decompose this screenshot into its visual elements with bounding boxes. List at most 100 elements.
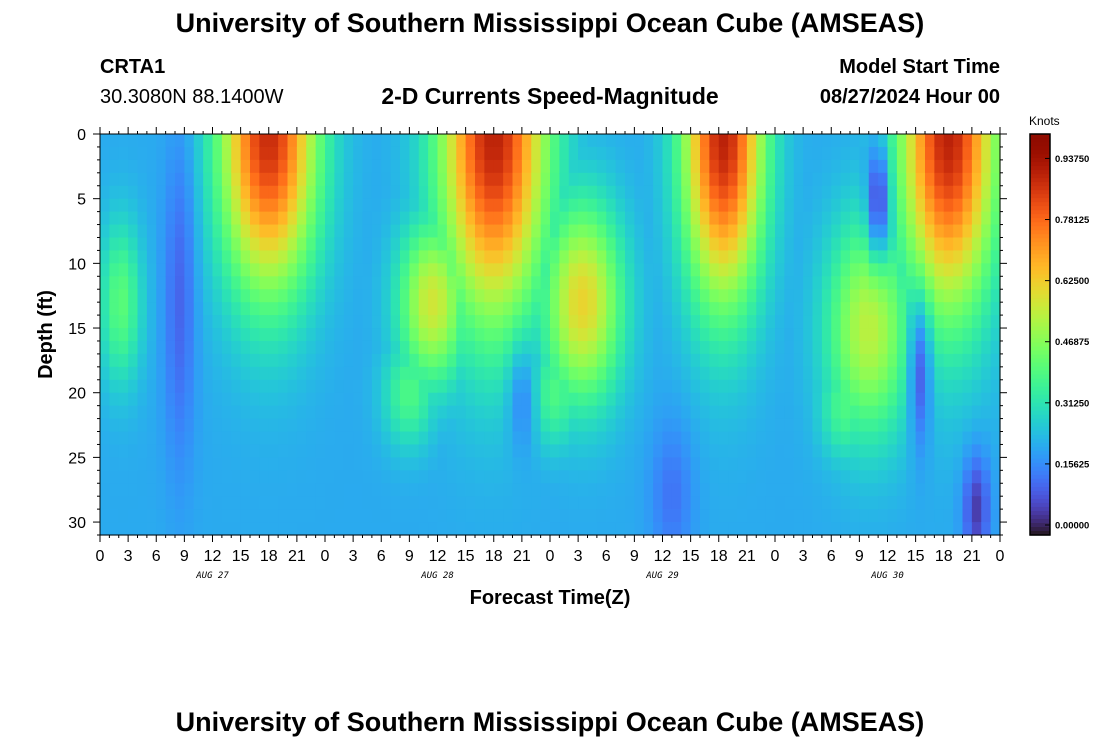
heatmap-cell — [859, 263, 870, 277]
heatmap-cell — [250, 431, 260, 446]
heatmap-cell — [990, 159, 1001, 174]
colorbar-swatch — [1030, 210, 1050, 215]
heatmap-cell — [381, 328, 392, 342]
heatmap-cell — [728, 289, 739, 303]
heatmap-cell — [493, 418, 504, 433]
heatmap-cell — [746, 457, 757, 471]
heatmap-cell — [156, 250, 167, 264]
colorbar-swatch — [1030, 358, 1050, 364]
heatmap-cell — [821, 470, 832, 484]
heatmap-cell — [203, 379, 214, 394]
heatmap-cell — [287, 250, 298, 264]
heatmap-cell — [671, 353, 682, 368]
heatmap-cell — [184, 146, 195, 161]
heatmap-cell — [953, 340, 964, 355]
heatmap-cell — [981, 315, 992, 329]
heatmap-cell — [859, 185, 870, 200]
heatmap-cell — [840, 353, 851, 368]
heatmap-cell — [128, 340, 139, 355]
heatmap-cell — [681, 159, 692, 174]
heatmap-cell — [184, 340, 195, 355]
heatmap-cell — [221, 211, 232, 226]
heatmap-cell — [643, 276, 654, 290]
heatmap-cell — [981, 250, 992, 264]
colorbar-swatch — [1030, 482, 1050, 488]
heatmap-cell — [418, 224, 429, 239]
heatmap-cell — [643, 496, 654, 510]
heatmap-cell — [353, 328, 364, 342]
heatmap-cell — [925, 470, 935, 484]
heatmap-cell — [990, 509, 1001, 523]
heatmap-cell — [587, 418, 598, 433]
heatmap-cell — [653, 302, 664, 316]
heatmap-cell — [250, 444, 260, 458]
heatmap-cell — [465, 276, 476, 290]
heatmap-cell — [278, 340, 289, 355]
heatmap-cell — [400, 172, 410, 187]
heatmap-cell — [915, 470, 926, 484]
heatmap-cell — [953, 224, 964, 239]
heatmap-cell — [362, 237, 373, 252]
heatmap-cell — [662, 444, 673, 458]
heatmap-cell — [418, 405, 429, 420]
heatmap-cell — [503, 224, 514, 239]
heatmap-cell — [278, 444, 289, 458]
colorbar-swatch — [1030, 186, 1050, 191]
day-label: AUG 29 — [645, 571, 679, 581]
heatmap-cell — [512, 211, 523, 226]
heatmap-cell — [521, 509, 532, 523]
heatmap-cell — [306, 496, 317, 510]
heatmap-cell — [625, 418, 635, 433]
heatmap-cell — [259, 146, 270, 161]
heatmap-cell — [475, 134, 485, 148]
heatmap-cell — [353, 134, 364, 148]
heatmap-cell — [812, 289, 823, 303]
heatmap-cell — [371, 457, 382, 471]
heatmap-cell — [887, 431, 898, 446]
heatmap-cell — [681, 379, 692, 394]
colorbar-swatch — [1030, 150, 1050, 155]
heatmap-cell — [334, 509, 345, 523]
heatmap-cell — [634, 172, 645, 187]
colorbar-swatch — [1030, 274, 1050, 279]
heatmap-cell — [859, 134, 870, 148]
heatmap-cell — [765, 302, 776, 316]
heatmap-cell — [475, 289, 485, 303]
heatmap-cell — [381, 276, 392, 290]
heatmap-cell — [221, 509, 232, 523]
heatmap-cell — [278, 483, 289, 497]
heatmap-cell — [437, 211, 448, 226]
heatmap-cell — [371, 276, 382, 290]
heatmap-cell — [512, 276, 523, 290]
heatmap-cell — [156, 237, 167, 252]
heatmap-cell — [634, 483, 645, 497]
heatmap-cell — [484, 134, 495, 148]
heatmap-cell — [418, 134, 429, 148]
heatmap-cell — [559, 483, 570, 497]
heatmap-cell — [137, 250, 148, 264]
heatmap-cell — [915, 250, 926, 264]
heatmap-cell — [437, 353, 448, 368]
heatmap-cell — [128, 431, 139, 446]
heatmap-cell — [962, 237, 973, 252]
heatmap-cell — [146, 172, 157, 187]
heatmap-cell — [596, 405, 607, 420]
heatmap-cell — [371, 405, 382, 420]
heatmap-cell — [671, 276, 682, 290]
heatmap-cell — [362, 405, 373, 420]
heatmap-cell — [296, 457, 307, 471]
heatmap-cell — [606, 379, 617, 394]
heatmap-cell — [428, 198, 439, 213]
heatmap-cell — [109, 198, 120, 213]
heatmap-cell — [418, 237, 429, 252]
heatmap-cell — [512, 418, 523, 433]
heatmap-cell — [493, 250, 504, 264]
heatmap-cell — [221, 431, 232, 446]
heatmap-cell — [278, 276, 289, 290]
heatmap-cell — [184, 315, 195, 329]
heatmap-cell — [175, 328, 185, 342]
heatmap-cell — [390, 146, 401, 161]
colorbar-swatch — [1030, 422, 1050, 428]
heatmap-cell — [746, 470, 757, 484]
heatmap-cell — [521, 496, 532, 510]
